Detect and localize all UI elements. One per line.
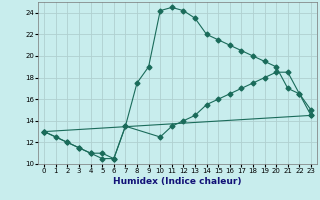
X-axis label: Humidex (Indice chaleur): Humidex (Indice chaleur): [113, 177, 242, 186]
